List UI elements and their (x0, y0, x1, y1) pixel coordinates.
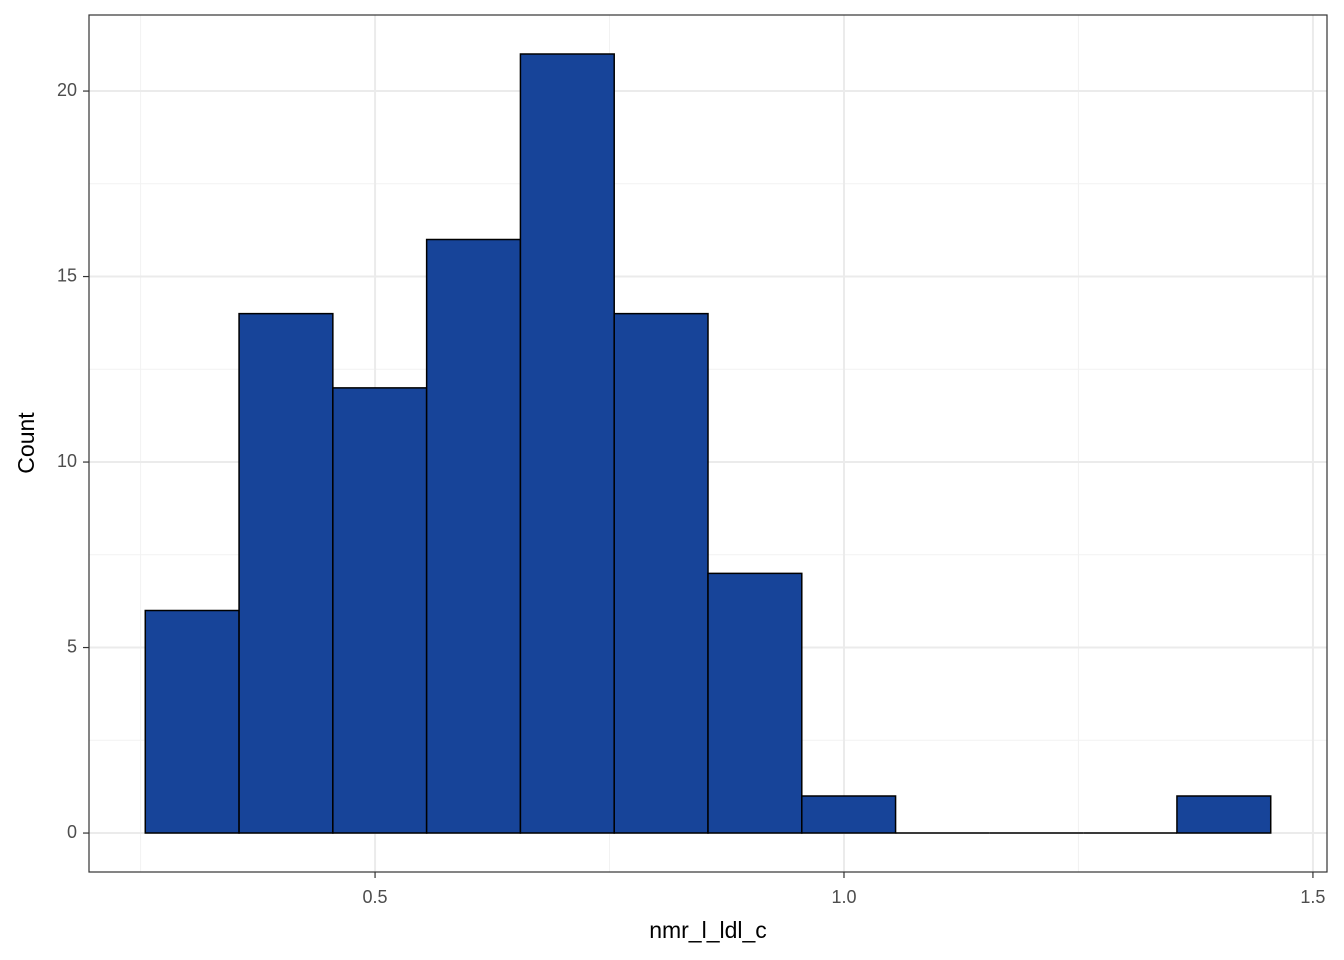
y-tick-label: 5 (67, 636, 77, 656)
x-tick-label: 1.0 (831, 887, 856, 907)
bar (519, 53, 615, 834)
bar (707, 572, 803, 834)
y-axis-title: Count (13, 412, 39, 474)
x-axis-title: nmr_l_ldl_c (649, 917, 767, 943)
bar (425, 238, 522, 834)
x-tick-label: 1.5 (1300, 887, 1325, 907)
bar (801, 795, 897, 834)
bar (238, 312, 334, 834)
y-tick-label: 20 (57, 80, 77, 100)
bar (144, 609, 240, 834)
bar (332, 387, 428, 834)
bar (1176, 795, 1272, 834)
y-tick-label: 0 (67, 822, 77, 842)
x-tick-label: 0.5 (363, 887, 388, 907)
bar (613, 312, 709, 834)
y-tick-label: 15 (57, 265, 77, 285)
y-tick-label: 10 (57, 451, 77, 471)
panel-border (88, 14, 1328, 873)
